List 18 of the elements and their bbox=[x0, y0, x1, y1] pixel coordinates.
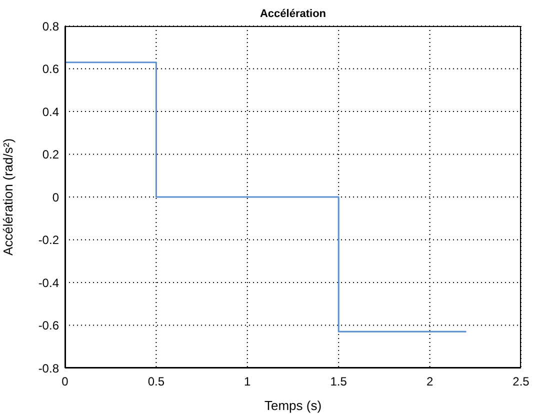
y-axis-title: Accélération (rad/s²) bbox=[0, 138, 16, 256]
y-tick-label: 0.6 bbox=[42, 62, 60, 76]
y-tick-label: 0.4 bbox=[42, 104, 60, 119]
y-tick-label: 0.8 bbox=[42, 19, 60, 34]
y-tick-label: -0.2 bbox=[38, 233, 60, 248]
x-tick-label: 1.5 bbox=[330, 374, 348, 389]
chart-title: Accélération bbox=[258, 8, 328, 20]
y-tick-label: 0 bbox=[52, 190, 60, 204]
y-tick-label: -0.4 bbox=[38, 276, 60, 290]
x-tick-label: 0.5 bbox=[148, 374, 165, 389]
x-axis-title: Temps (s) bbox=[264, 398, 322, 413]
y-tick-label: -0.6 bbox=[38, 318, 60, 333]
x-tick-label: 1 bbox=[244, 374, 252, 389]
y-tick-label: -0.8 bbox=[38, 361, 60, 376]
y-tick-label: 0.2 bbox=[42, 148, 60, 162]
x-tick-label: 2 bbox=[426, 374, 434, 389]
x-tick-label: 2.5 bbox=[512, 374, 530, 389]
x-tick-label: 0 bbox=[62, 374, 69, 389]
